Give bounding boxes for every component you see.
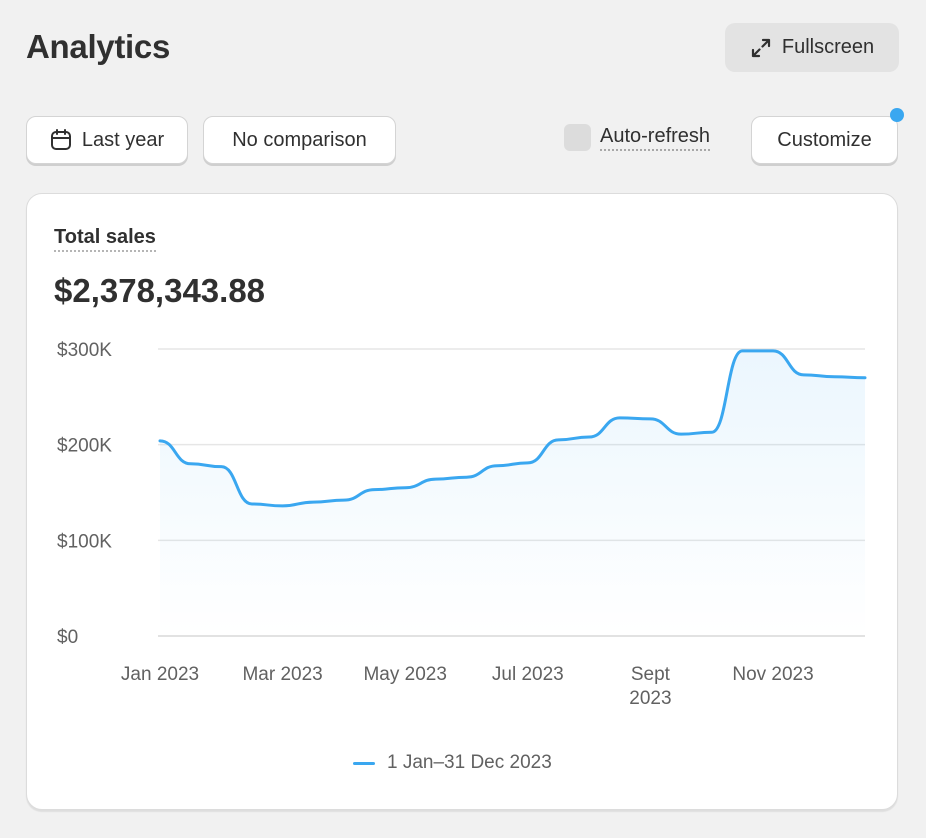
date-range-button[interactable]: Last year <box>26 116 188 164</box>
chart-legend: 1 Jan–31 Dec 2023 <box>353 752 552 774</box>
y-tick-label: $200K <box>57 436 112 457</box>
expand-arrows-icon <box>750 37 772 59</box>
metric-value: $2,378,343.88 <box>54 272 266 309</box>
auto-refresh-label: Auto-refresh <box>600 125 711 151</box>
x-tick-label: May 2023 <box>363 664 446 685</box>
calendar-icon <box>50 128 72 152</box>
legend-series-label: 1 Jan–31 Dec 2023 <box>387 752 552 773</box>
fullscreen-label: Fullscreen <box>781 36 875 58</box>
customize-label: Customize <box>777 128 872 151</box>
series-line <box>158 349 867 508</box>
legend-line-swatch <box>353 761 375 765</box>
x-tick-label: Nov 2023 <box>732 664 813 685</box>
page-title: Analytics <box>26 28 171 65</box>
y-tick-label: $100K <box>57 531 112 552</box>
y-tick-label: $0 <box>57 627 78 648</box>
comparison-button[interactable]: No comparison <box>203 116 396 164</box>
notification-dot <box>890 108 904 122</box>
auto-refresh-toggle[interactable]: Auto-refresh <box>564 124 711 151</box>
metric-title[interactable]: Total sales <box>54 226 156 252</box>
series-area <box>160 350 865 636</box>
x-tick-label: Jul 2023 <box>492 664 564 685</box>
date-range-label: Last year <box>81 128 165 151</box>
x-tick-label: Sept 2023 <box>629 664 671 709</box>
sales-chart: $300K $200K $100K $0 Jan 2023 Mar 2023 May 20… <box>57 340 867 709</box>
y-tick-label: $300K <box>57 340 112 361</box>
x-tick-label: Jan 2023 <box>121 664 199 685</box>
customize-button[interactable]: Customize <box>751 116 898 164</box>
comparison-label: No comparison <box>232 128 367 151</box>
fullscreen-button[interactable]: Fullscreen <box>725 23 899 72</box>
total-sales-card: Total sales $2,378,343.88 $300K $200K $100… <box>26 193 898 810</box>
x-tick-label: Mar 2023 <box>242 664 322 685</box>
auto-refresh-checkbox[interactable] <box>564 124 591 151</box>
